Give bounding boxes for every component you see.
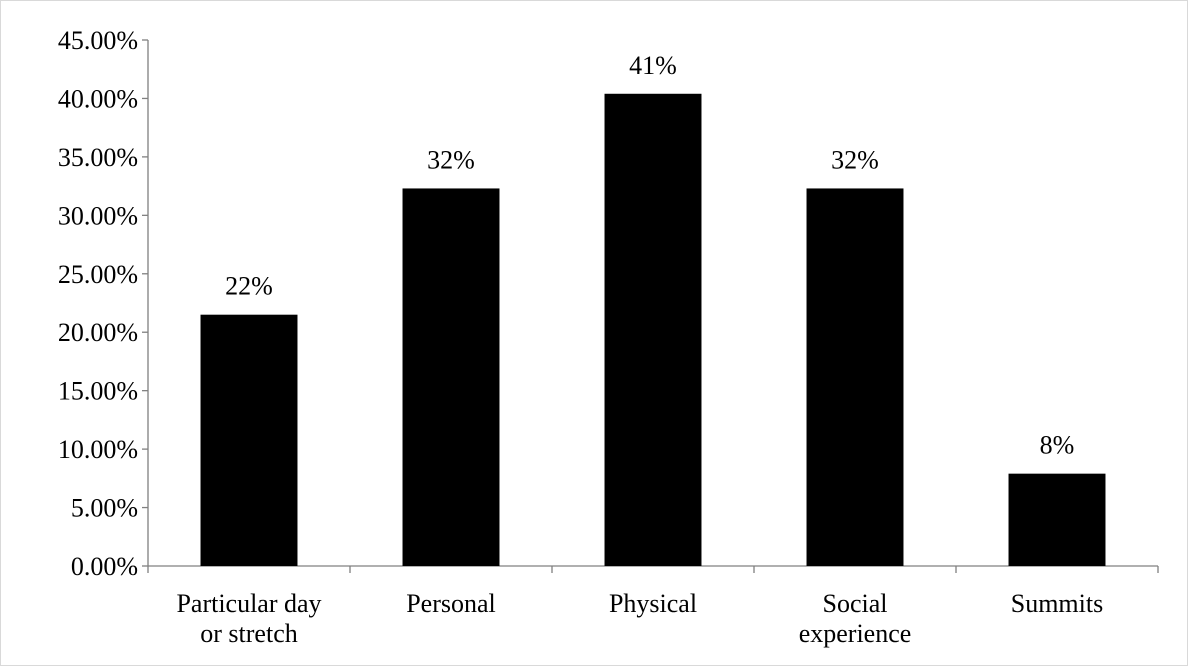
bars bbox=[200, 93, 1106, 566]
category-label: Social experience bbox=[799, 589, 912, 648]
bar bbox=[200, 314, 298, 566]
bar bbox=[1008, 473, 1106, 566]
y-tick-label: 45.00% bbox=[58, 26, 138, 55]
category-label: Summits bbox=[1011, 589, 1103, 618]
category-labels: Particular day or stretch Personal Physical… bbox=[176, 589, 1103, 648]
x-axis bbox=[147, 565, 1159, 573]
y-tick-label: 20.00% bbox=[58, 318, 138, 347]
y-tick-label: 25.00% bbox=[58, 260, 138, 289]
data-label: 32% bbox=[427, 145, 475, 174]
y-tick-label: 15.00% bbox=[58, 377, 138, 406]
y-tick-label: 35.00% bbox=[58, 143, 138, 172]
category-label: Physical bbox=[609, 589, 697, 618]
y-tick-label: 30.00% bbox=[58, 201, 138, 230]
data-label: 41% bbox=[629, 51, 677, 80]
category-label: Personal bbox=[406, 589, 496, 618]
category-label: Particular day or stretch bbox=[176, 589, 321, 648]
bar bbox=[402, 188, 500, 566]
data-label: 32% bbox=[831, 145, 879, 174]
bar bbox=[806, 188, 904, 566]
y-tick-label: 10.00% bbox=[58, 435, 138, 464]
y-tick-label: 40.00% bbox=[58, 84, 138, 113]
data-label: 22% bbox=[225, 272, 273, 301]
y-tick-label: 0.00% bbox=[71, 552, 138, 581]
data-label: 8% bbox=[1040, 431, 1075, 460]
data-labels: 22% 32% 41% 32% 8% bbox=[225, 51, 1074, 460]
y-tick-label: 5.00% bbox=[71, 494, 138, 523]
y-axis: 0.00% 5.00% 10.00% 15.00% 20.00% 25.00% 30.00%… bbox=[58, 26, 149, 581]
bar bbox=[604, 93, 702, 566]
